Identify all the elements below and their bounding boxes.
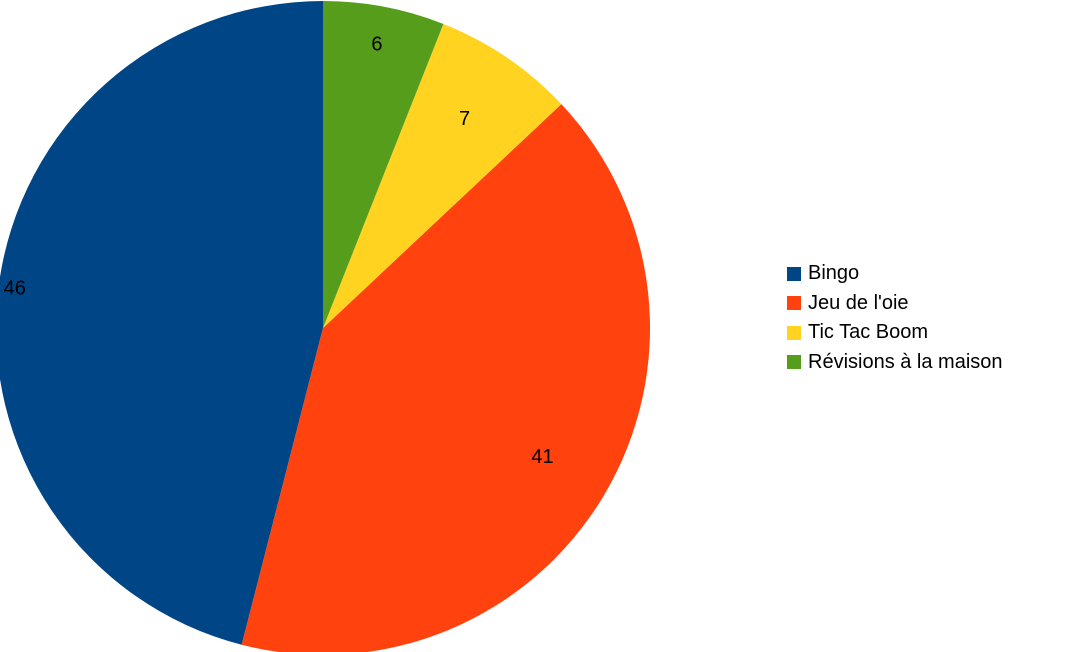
legend-swatch: [787, 355, 801, 370]
legend-item: Tic Tac Boom: [787, 318, 1003, 348]
data-label: 46: [4, 277, 26, 299]
pie-slices: [0, 0, 650, 652]
pie-slice-r-visions-la-maison: [323, 0, 444, 328]
data-label: 6: [371, 34, 382, 56]
pie-slice-bingo: [0, 1, 323, 645]
data-label: 7: [459, 108, 470, 130]
legend-label: Bingo: [808, 262, 860, 285]
pie-slice-jeu-de-l-oie: [241, 104, 650, 652]
pie-data-labels: 46 41 7 6: [4, 34, 554, 468]
legend: Bingo Jeu de l'oie Tic Tac Boom Révisions à…: [787, 259, 1003, 377]
legend-swatch: [787, 325, 801, 340]
legend-item: Révisions à la maison: [787, 348, 1003, 378]
legend-item: Bingo: [787, 259, 1003, 289]
legend-swatch: [787, 296, 801, 311]
legend-label: Tic Tac Boom: [808, 321, 929, 344]
pie-slice-tic-tac-boom: [323, 23, 562, 329]
legend-label: Révisions à la maison: [808, 350, 1003, 373]
legend-swatch: [787, 266, 801, 281]
legend-label: Jeu de l'oie: [808, 291, 909, 314]
legend-item: Jeu de l'oie: [787, 289, 1003, 319]
data-label: 41: [531, 446, 553, 468]
